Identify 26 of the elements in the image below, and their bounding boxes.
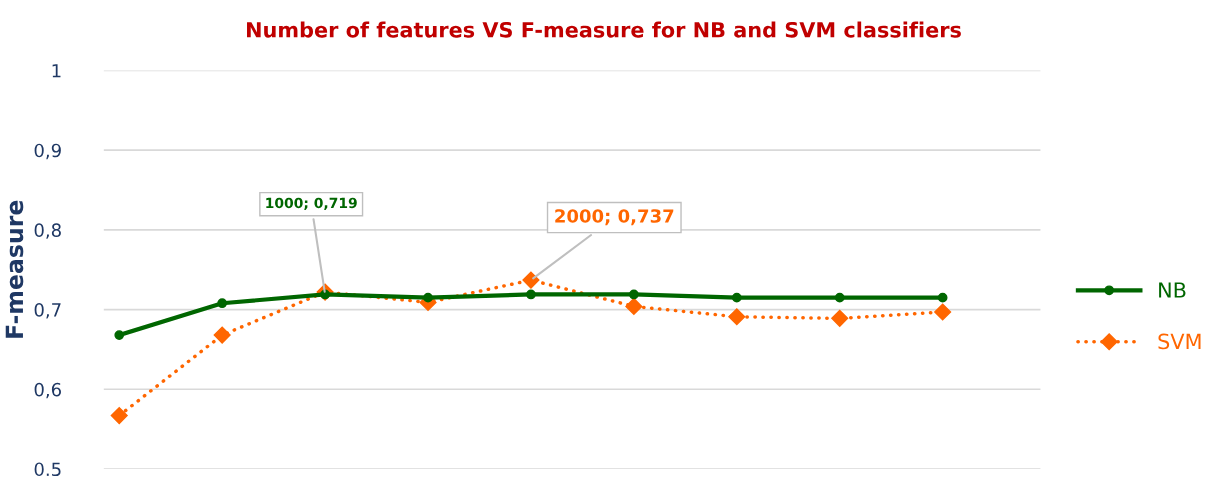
point <box>731 292 742 303</box>
point <box>629 289 639 300</box>
point <box>213 326 231 344</box>
point <box>217 298 228 309</box>
point <box>110 407 128 425</box>
legend-label: NB <box>1159 282 1186 298</box>
y-tick-label: 1 <box>52 64 61 78</box>
point <box>934 303 952 321</box>
y-tick-label: 0,6 <box>34 382 61 399</box>
point <box>937 292 948 303</box>
point <box>834 292 845 303</box>
y-axis-title: F-measure <box>5 200 24 338</box>
chart-title: Number of features VS F-measure for NB and SVM classifiers <box>247 21 961 38</box>
y-tick-label: 0,8 <box>34 223 61 239</box>
annotation: 2000; 0,737 <box>555 209 674 226</box>
point <box>423 292 433 303</box>
point <box>625 297 643 315</box>
point <box>728 308 746 326</box>
point <box>526 289 536 300</box>
y-tick-label: 0.5 <box>34 462 61 477</box>
point <box>831 309 849 327</box>
y-tick-label: 0,7 <box>34 303 61 319</box>
legend-label: SVM <box>1158 333 1201 350</box>
point <box>114 330 125 340</box>
y-tick-label: 0,9 <box>34 143 61 160</box>
annotation: 1000; 0,719 <box>266 197 357 210</box>
